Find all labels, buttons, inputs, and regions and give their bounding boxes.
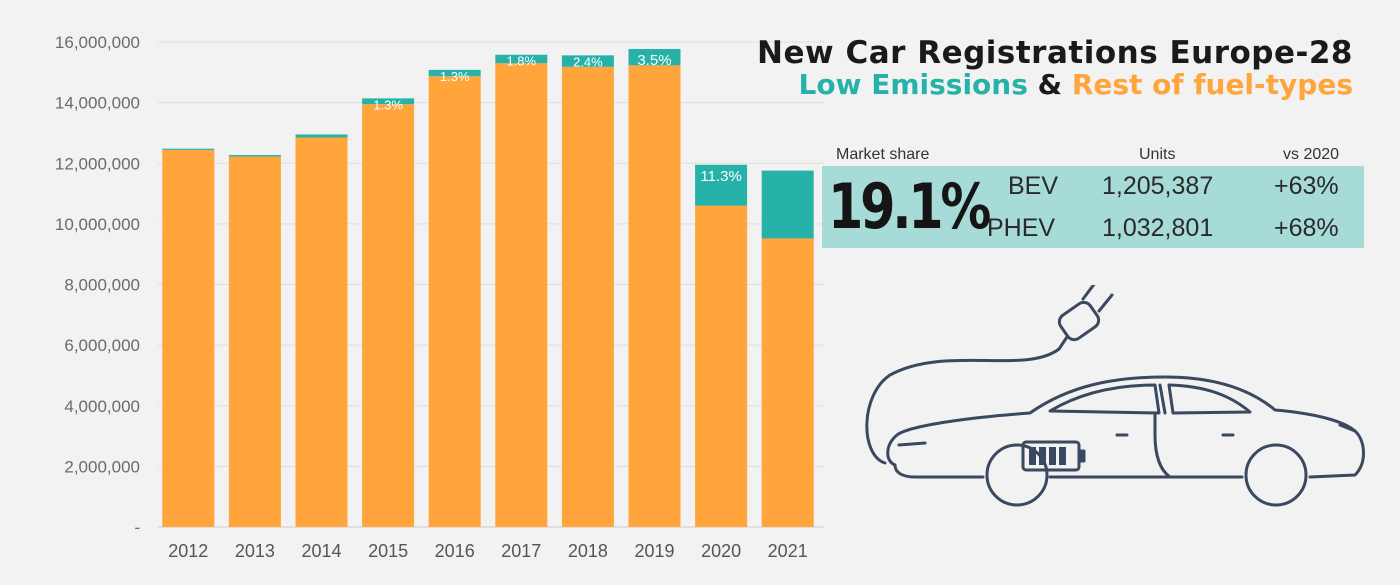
charging-cable-icon <box>865 347 1061 465</box>
bar-rest-2015 <box>362 104 415 527</box>
bar-rest-2016 <box>428 76 481 528</box>
low-emissions-share-label: 1.8% <box>506 54 536 69</box>
chart-title-block: New Car Registrations Europe-28 Low Emis… <box>757 36 1353 100</box>
low-emissions-share-label: 1.3% <box>373 97 403 112</box>
car-icon <box>886 375 1365 507</box>
market-share-box: 19.1% BEV 1,205,387 +63% PHEV 1,032,801 … <box>822 166 1364 248</box>
x-tick-label: 2012 <box>168 541 208 561</box>
legend-ampersand: & <box>1037 68 1063 101</box>
phev-vs-2020: +68% <box>1274 214 1339 242</box>
bar-rest-2020 <box>695 205 748 527</box>
bar-low-emissions-2021 <box>761 170 814 239</box>
header-market-share: Market share <box>836 146 930 163</box>
legend-low-emissions: Low Emissions <box>798 68 1028 101</box>
y-tick-label: 12,000,000 <box>55 154 140 173</box>
bar-low-emissions-2016 <box>428 69 481 77</box>
low-emissions-share-label: 1.3% <box>440 69 470 84</box>
x-tick-label: 2021 <box>768 541 808 561</box>
x-axis: 2012 2013 2014 2015 2016 2017 2018 2019 2020 2021 <box>168 541 807 561</box>
bar-rest-2012 <box>162 149 215 527</box>
bar-low-emissions-2015 <box>362 98 415 105</box>
bar-low-emissions-2012 <box>162 148 215 150</box>
bar-low-emissions-2014 <box>295 134 348 138</box>
bev-units: 1,205,387 <box>1102 172 1214 200</box>
header-vs-2020: vs 2020 <box>1283 146 1340 163</box>
low-emissions-share-label: 3.5% <box>637 52 671 69</box>
y-tick-label: 6,000,000 <box>64 336 140 355</box>
bar-low-emissions-2019 <box>628 48 681 66</box>
bar-rest-2018 <box>561 66 614 527</box>
bev-label: BEV <box>1008 172 1059 200</box>
y-tick-label: 4,000,000 <box>64 397 140 416</box>
low-emissions-share-label: 2.4% <box>573 54 603 69</box>
x-tick-label: 2020 <box>701 541 741 561</box>
plug-icon <box>1057 285 1114 351</box>
bar-rest-2021 <box>761 238 814 528</box>
y-tick-label: 8,000,000 <box>64 276 140 295</box>
chart-title: New Car Registrations Europe-28 <box>757 35 1353 71</box>
x-tick-label: 2019 <box>634 541 674 561</box>
bar-rest-2014 <box>295 137 348 527</box>
electric-car-illustration <box>865 285 1365 507</box>
bar-rest-2019 <box>628 65 681 527</box>
x-tick-label: 2015 <box>368 541 408 561</box>
y-tick-label: 14,000,000 <box>55 94 140 113</box>
bar-low-emissions-2020 <box>695 164 748 206</box>
market-share-value: 19.1% <box>828 170 991 243</box>
bars: 1.3% 1.3% 1.8% 2.4% 3.5% 11.3% <box>162 48 814 528</box>
chart-subtitle: Low Emissions & Rest of fuel-types <box>757 70 1353 100</box>
bar-rest-2013 <box>228 156 281 528</box>
y-tick-label: - <box>134 518 140 537</box>
bev-vs-2020: +63% <box>1274 172 1339 200</box>
header-units: Units <box>1139 146 1176 163</box>
x-tick-label: 2014 <box>301 541 341 561</box>
low-emissions-share-label: 11.3% <box>700 168 741 185</box>
bar-chart: - 2,000,000 4,000,000 6,000,000 8,000,000 10,… <box>55 33 824 561</box>
bar-low-emissions-2018 <box>561 55 614 67</box>
x-tick-label: 2018 <box>568 541 608 561</box>
bar-low-emissions-2017 <box>495 54 548 64</box>
phev-units: 1,032,801 <box>1102 214 1214 242</box>
x-tick-label: 2017 <box>501 541 541 561</box>
battery-icon <box>1021 440 1086 472</box>
x-tick-label: 2013 <box>235 541 275 561</box>
bar-rest-2017 <box>495 63 548 527</box>
y-tick-label: 2,000,000 <box>64 457 140 476</box>
x-tick-label: 2016 <box>435 541 475 561</box>
phev-label: PHEV <box>987 214 1056 242</box>
y-tick-label: 10,000,000 <box>55 215 140 234</box>
legend-rest: Rest of fuel-types <box>1071 68 1353 101</box>
share-table-headers: Market share Units vs 2020 <box>822 146 1364 166</box>
y-axis: - 2,000,000 4,000,000 6,000,000 8,000,000 10,… <box>55 33 140 537</box>
bar-low-emissions-2013 <box>228 155 281 157</box>
y-tick-label: 16,000,000 <box>55 33 140 52</box>
